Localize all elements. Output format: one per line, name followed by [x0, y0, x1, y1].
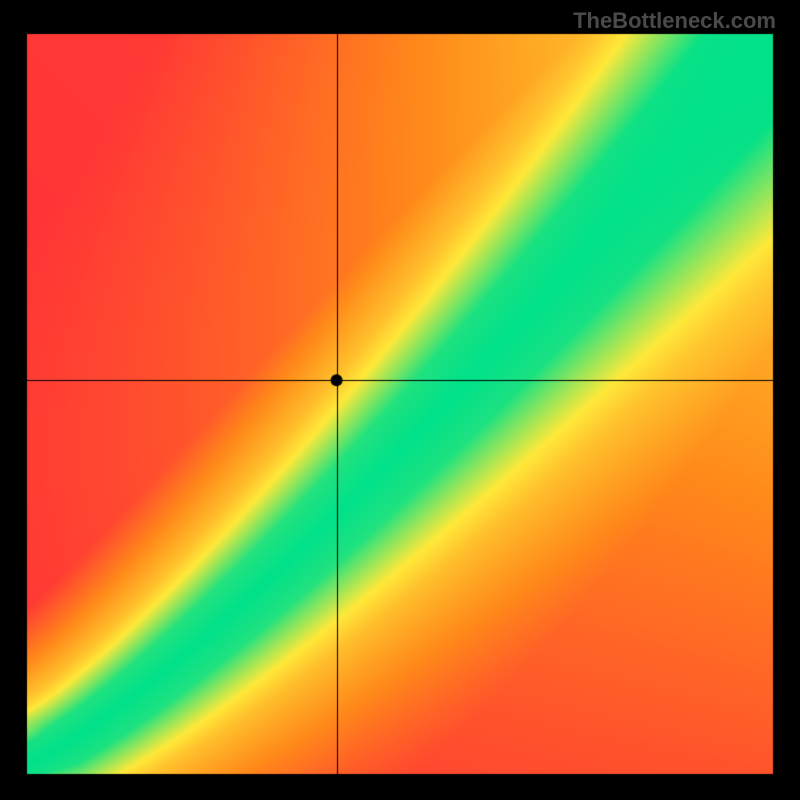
heatmap-canvas [0, 0, 800, 800]
chart-container: TheBottleneck.com [0, 0, 800, 800]
attribution-text: TheBottleneck.com [573, 8, 776, 34]
